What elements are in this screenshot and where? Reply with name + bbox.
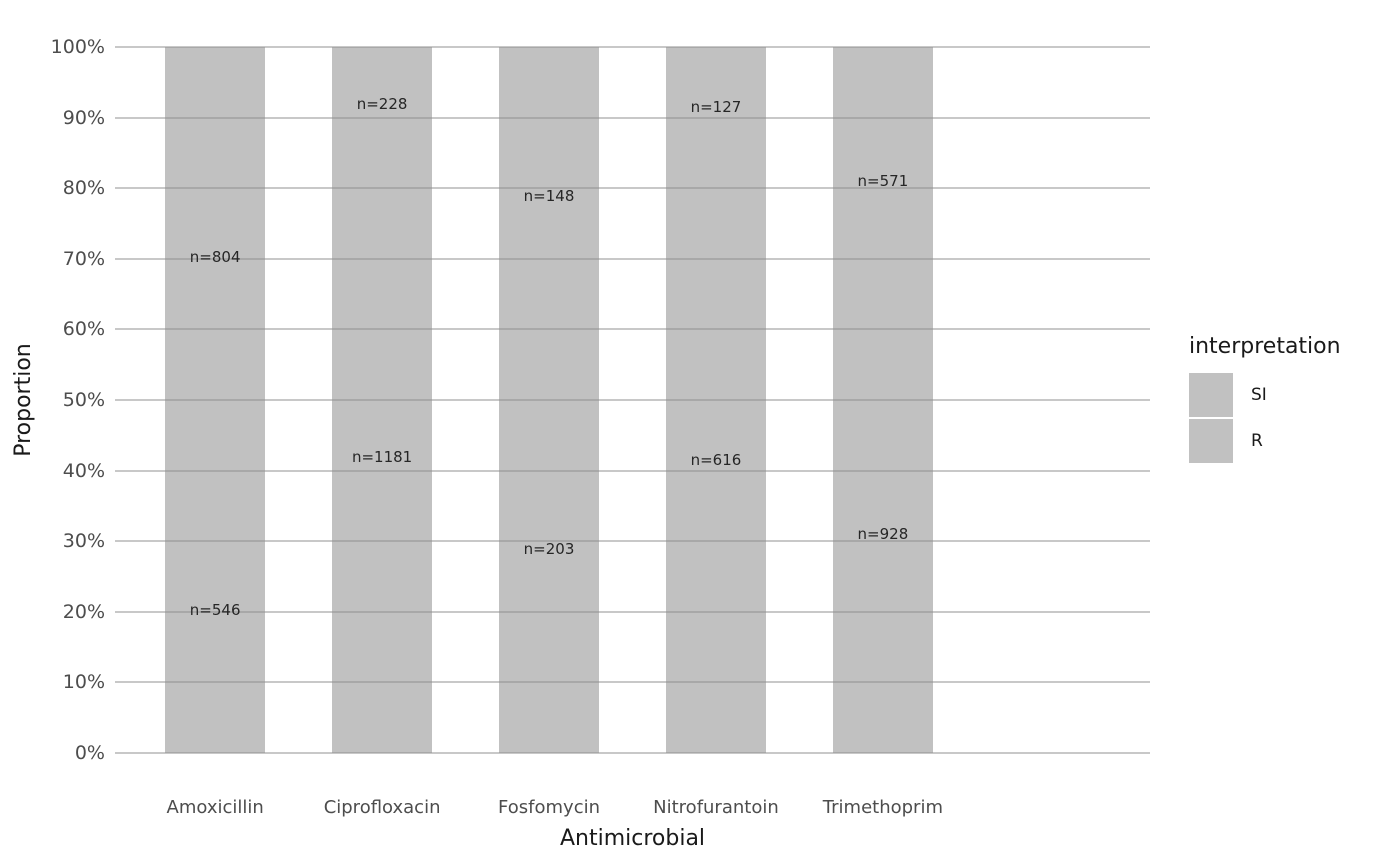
bar-segment-si [165, 467, 266, 753]
bar-count-label: n=228 [356, 95, 408, 114]
legend-label-r: R [1251, 431, 1263, 451]
bar-count-label: n=928 [857, 525, 909, 544]
bar-count-label: n=571 [857, 172, 909, 191]
bar-count-label: n=148 [523, 186, 575, 205]
y-tick-label: 40% [62, 459, 105, 482]
legend-swatch-r [1189, 419, 1233, 463]
bar-count-label: n=203 [523, 539, 575, 558]
bar-count-label: n=546 [189, 601, 241, 620]
y-tick-label: 20% [62, 600, 105, 623]
y-tick-label: 30% [62, 530, 105, 553]
x-tick-label-fosfomycin: Fosfomycin [498, 797, 601, 818]
y-tick-label: 90% [62, 106, 105, 129]
legend-key-r: R [1189, 419, 1341, 463]
y-tick-label: 0% [74, 742, 105, 764]
y-tick-label: 50% [62, 389, 105, 411]
gridline-70% [115, 257, 1150, 260]
gridline-90% [115, 116, 1150, 119]
legend: interpretation SI R [1189, 334, 1341, 465]
gridline-50% [115, 399, 1150, 401]
y-tick-label: 10% [62, 671, 105, 694]
bar-ciprofloxacin [332, 47, 433, 753]
x-tick-label-nitrofurantoin: Nitrofurantoin [653, 797, 779, 818]
y-tick-label: 60% [62, 318, 105, 341]
plot-panel: n=546 n=804 n=1181 n=228 n=203 n=148 n=616 n=12… [115, 46, 1150, 754]
gridline-60% [115, 328, 1150, 331]
gridline-0% [115, 752, 1150, 754]
gridline-10% [115, 681, 1150, 684]
bar-count-label: n=127 [690, 98, 742, 117]
gridline-40% [115, 469, 1150, 472]
y-tick-label: 100% [50, 36, 105, 58]
bar-trimethoprim [832, 47, 933, 753]
bar-segment-si [832, 315, 933, 753]
bar-segment-si [499, 344, 600, 753]
x-tick-label-amoxicillin: Amoxicillin [166, 797, 264, 818]
x-tick-label-ciprofloxacin: Ciprofloxacin [323, 797, 441, 818]
legend-key-si: SI [1189, 373, 1341, 417]
bar-segment-r [165, 47, 266, 468]
x-axis-title: Antimicrobial [559, 826, 706, 851]
bar-segment-r [832, 47, 933, 316]
gridline-30% [115, 540, 1150, 543]
bar-segment-r [665, 47, 766, 168]
bar-fosfomycin [499, 47, 600, 753]
bar-count-label: n=804 [189, 248, 241, 267]
legend-swatch-si [1189, 373, 1233, 417]
gridline-100% [115, 46, 1150, 48]
legend-title: interpretation [1189, 334, 1341, 359]
bar-segment-si [665, 167, 766, 753]
y-tick-label: 70% [62, 247, 105, 270]
legend-label-si: SI [1251, 385, 1267, 405]
bar-segment-si [332, 161, 433, 753]
bar-amoxicillin [165, 47, 266, 753]
gridline-20% [115, 610, 1150, 613]
x-tick-label-trimethoprim: Trimethoprim [822, 797, 943, 818]
y-tick-label: 80% [62, 177, 105, 200]
gridline-80% [115, 187, 1150, 190]
bar-count-label: n=1181 [351, 448, 413, 467]
bar-nitrofurantoin [665, 47, 766, 753]
bar-segment-r [499, 47, 600, 345]
bar-segment-r [332, 47, 433, 162]
bar-count-label: n=616 [690, 451, 742, 470]
